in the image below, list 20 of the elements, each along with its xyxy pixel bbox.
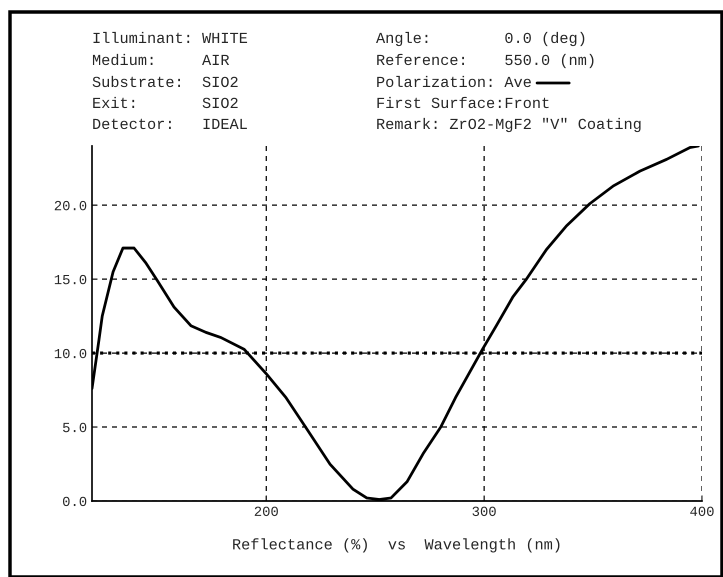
text: Exit: SIO2 (93, 96, 238, 108)
text: Medium: AIR (92, 54, 230, 66)
text: Remark: ZrO2-MgF2 "V" Coating (377, 118, 641, 132)
x-tick-label: 400 (690, 506, 714, 516)
text: Substrate: SIO2 (92, 76, 238, 88)
text: Polarization: Ave (377, 76, 531, 88)
text: Detector: IDEAL (93, 118, 247, 130)
y-tick-label: 20.0 (54, 200, 86, 210)
text: Illuminant: WHITE (94, 32, 248, 44)
y-tick-label: 15.0 (54, 274, 86, 284)
line-series (92, 146, 700, 501)
y-tick-label: 10.0 (54, 348, 86, 358)
y-tick-label: 0.0 (62, 496, 86, 506)
x-tick-label: 200 (254, 506, 278, 516)
x-axis-title: Reflectance (%) vs Wavelength (nm) (233, 538, 560, 552)
text: Reference: 550.0 (nm) (377, 54, 594, 68)
text: First Surface:Front (377, 96, 549, 108)
y-tick-label: 5.0 (63, 422, 86, 432)
text: Angle: 0.0 (deg) (376, 32, 584, 46)
x-tick-label: 300 (472, 506, 496, 516)
